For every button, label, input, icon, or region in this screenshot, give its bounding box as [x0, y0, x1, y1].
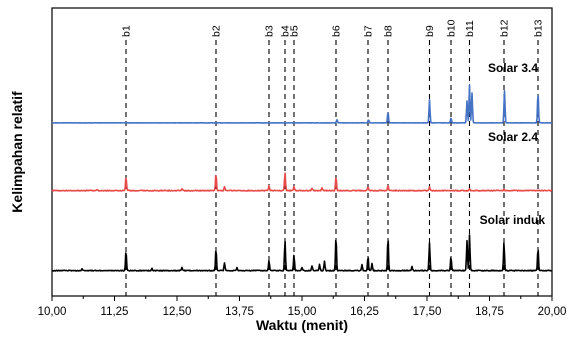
- series-trace: [51, 172, 553, 192]
- x-tick-label: 13,75: [225, 306, 254, 318]
- series-trace: [51, 84, 553, 124]
- x-tick-label: 20,00: [538, 306, 567, 318]
- series-label: Solar induk: [480, 213, 546, 227]
- peak-marker-label: b8: [383, 25, 395, 37]
- x-tick-label: 15,00: [288, 306, 317, 318]
- peak-marker-label: b12: [499, 19, 511, 37]
- series-group: [51, 84, 553, 272]
- peak-marker-label: b9: [424, 25, 436, 37]
- x-tick-label: 18,75: [475, 306, 504, 318]
- peak-marker-label: b7: [363, 25, 375, 37]
- series-label: Solar 3.4: [488, 61, 538, 75]
- peak-marker-label: b11: [464, 20, 476, 37]
- peak-marker-label: b10: [446, 19, 458, 37]
- x-tick-label: 12,50: [163, 306, 192, 318]
- x-tick-label: 17,50: [413, 306, 442, 318]
- peak-marker-label: b4: [280, 25, 292, 37]
- x-tick-label: 16,25: [350, 306, 379, 318]
- peak-marker-label: b3: [264, 25, 276, 37]
- peak-marker-label: b6: [331, 25, 343, 37]
- series-label-group: Solar 3.4 Solar 2.4 Solar induk: [480, 61, 546, 227]
- y-axis-title: Kelimpahan relatif: [9, 91, 25, 213]
- x-axis-title: Waktu (menit): [256, 317, 348, 333]
- x-tick-label: 10,00: [38, 306, 67, 318]
- peak-marker-label: b13: [533, 19, 545, 37]
- peak-marker-label: b1: [121, 25, 133, 37]
- series-label: Solar 2.4: [488, 130, 538, 144]
- peak-marker-label: b5: [289, 25, 301, 37]
- plot-frame: [51, 7, 553, 297]
- peak-marker-label: b2: [211, 25, 223, 37]
- x-tick-label: 11,25: [101, 306, 129, 318]
- series-trace: [51, 234, 553, 272]
- x-axis: 10,00 11,25 12,50 13,75 15,00 16,25 17,50 18,75…: [38, 296, 567, 318]
